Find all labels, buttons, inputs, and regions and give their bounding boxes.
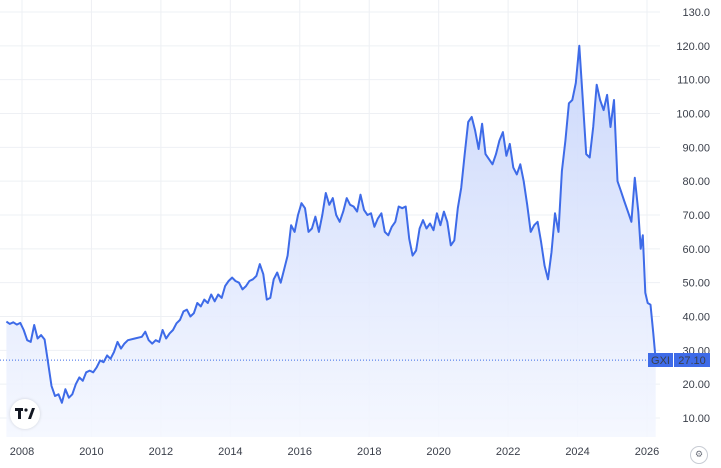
- y-tick-label: 50.00: [682, 278, 710, 290]
- x-tick-label: 2010: [79, 446, 103, 458]
- x-tick-label: 2020: [426, 446, 450, 458]
- price-line-group: [5, 44, 657, 404]
- y-tick-label: 90.00: [682, 142, 710, 154]
- tradingview-logo[interactable]: [10, 399, 40, 429]
- y-tick-label: 40.00: [682, 312, 710, 324]
- settings-icon: ⚙: [694, 450, 704, 460]
- y-tick-label: 110.00: [677, 75, 710, 87]
- x-tick-label: 2024: [565, 446, 589, 458]
- x-tick-label: 2016: [288, 446, 312, 458]
- series-line-gxi: [5, 44, 657, 404]
- y-tick-label: 20.00: [682, 379, 710, 391]
- x-tick-label: 2008: [10, 446, 34, 458]
- last-price-label: GXI 27.10: [648, 353, 710, 367]
- x-tick-label: 2012: [149, 446, 173, 458]
- y-tick-label: 10.00: [682, 413, 710, 425]
- last-value-label: 27.10: [678, 355, 706, 367]
- ticker-label-bg: [648, 353, 673, 367]
- y-tick-label: 130.0: [682, 7, 710, 19]
- x-tick-label: 2018: [357, 446, 381, 458]
- last-value-bg: [674, 353, 710, 367]
- ticker-label: GXI: [651, 355, 670, 367]
- x-tick-label: 2026: [635, 446, 659, 458]
- y-tick-label: 120.00: [676, 41, 710, 53]
- price-area-fill: [6, 45, 656, 438]
- y-tick-label: 80.00: [682, 176, 710, 188]
- x-axis: 2008 2010 2012 2014 2016 2018 2020 2022 2024 2026: [10, 446, 659, 458]
- y-tick-label: 100.00: [676, 109, 710, 121]
- y-tick-label: 70.00: [682, 210, 710, 222]
- chart-settings-button[interactable]: ⚙: [690, 446, 708, 464]
- x-tick-label: 2022: [496, 446, 520, 458]
- x-tick-label: 2014: [218, 446, 242, 458]
- tradingview-logo-icon: [15, 408, 35, 419]
- y-tick-label: 60.00: [682, 244, 710, 256]
